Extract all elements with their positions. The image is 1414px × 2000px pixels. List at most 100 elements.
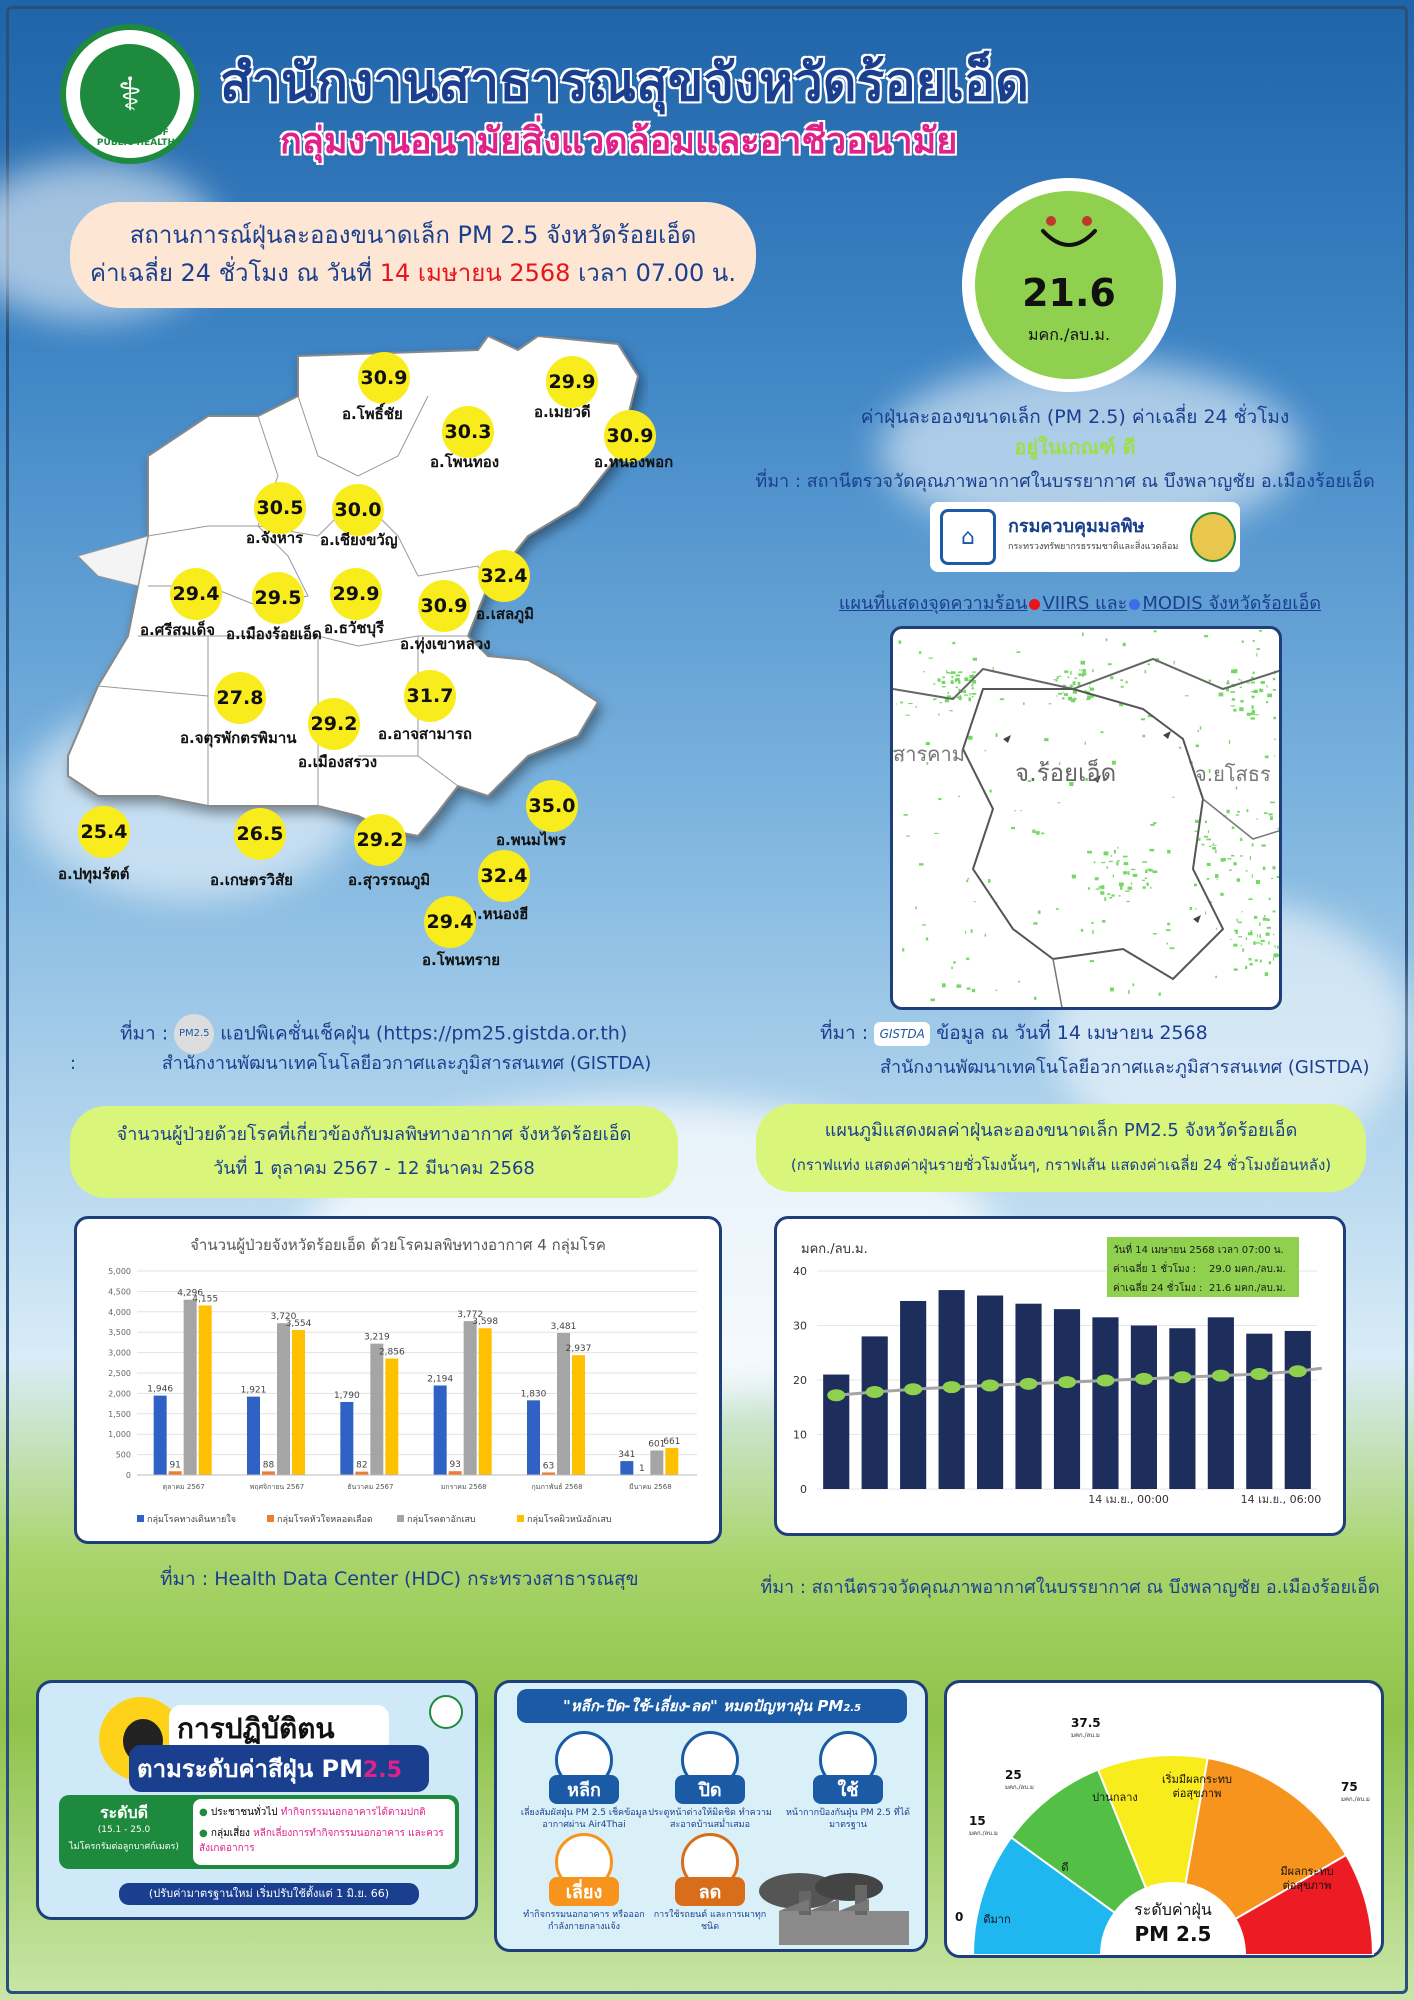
y-axis-label: มคก./ลบ.ม.	[801, 1242, 868, 1257]
y-tick-label: 3,000	[108, 1349, 131, 1358]
tip-item: เลี่ยง ทำกิจกรรมนอกอาคาร หรือออกกำลังกายก…	[519, 1833, 649, 1933]
tip-head: ลด	[675, 1877, 745, 1906]
current-pm-gauge: 21.6 มคก./ลบ.ม.	[962, 178, 1176, 392]
aqi-threshold: 37.5	[1071, 1716, 1101, 1730]
bar	[433, 1385, 447, 1475]
y-tick-label: 4,500	[108, 1287, 131, 1296]
y-tick-label: 4,000	[108, 1308, 131, 1317]
y-tick-label: 3,500	[108, 1328, 131, 1337]
headline-prefix: ค่าเฉลี่ย 24 ชั่วโมง ณ วันที่	[90, 259, 373, 287]
tips-title-text: "หลีก-ปิด-ใช้-เลี่ยง-ลด" หมดปัญหาฝุ่น PM	[562, 1697, 844, 1715]
map-label-yasothon: จ.ยโสธร	[1195, 762, 1271, 786]
pm-info-label: วันที่ 14 เมษายน 2568 เวลา 07:00 น.	[1113, 1242, 1284, 1256]
pcd-banner: ⌂ กรมควบคุมมลพิษ กระทรวงทรัพยากรธรรมชาติ…	[930, 502, 1240, 572]
pm-info-label: ค่าเฉลี่ย 1 ชั่วโมง :	[1113, 1261, 1196, 1275]
data-label: 3,720	[271, 1312, 297, 1322]
aqi-threshold-unit: มคก./ลบ.ม	[1005, 1784, 1034, 1791]
hotspot-title-prefix: แผนที่แสดงจุดความร้อน	[838, 593, 1028, 614]
data-label: 93	[449, 1460, 460, 1470]
district-value: 29.2	[354, 814, 406, 866]
pm-info-label: ค่าเฉลี่ย 24 ชั่วโมง :	[1113, 1280, 1202, 1294]
general-advice: ● ประชาชนทั่วไป ทำกิจกรรมนอกอาคารได้ตามป…	[199, 1807, 426, 1818]
smile-icon	[1041, 216, 1097, 247]
data-label: 601	[648, 1439, 665, 1449]
pm-info-box	[1107, 1237, 1299, 1297]
category-label: ตุลาคม 2567	[163, 1483, 205, 1491]
avg24-marker	[904, 1383, 923, 1396]
pm-bar	[1053, 1309, 1081, 1489]
page-title: สำนักงานสาธารณสุขจังหวัดร้อยเอ็ด	[220, 53, 1029, 113]
bar	[448, 1471, 462, 1475]
district-name: อ.โพธิ์ชัย	[342, 405, 403, 423]
guide-panel: การปฏิบัติตน ตามระดับค่าสีฝุ่น PM2.5 ระด…	[36, 1680, 478, 1920]
modis-dot-icon	[1129, 598, 1141, 610]
district-value: 30.5	[254, 482, 306, 534]
district-map: 30.9 อ.โพธิ์ชัย 29.9 อ.เมยวดี 30.3 อ.โพนทอง 30…	[58, 336, 673, 1002]
bar	[168, 1471, 182, 1475]
patients-header: จำนวนผู้ป่วยด้วยโรคที่เกี่ยวข้องกับมลพิษ…	[70, 1106, 678, 1198]
pcd-name-block: กรมควบคุมมลพิษ กระทรวงทรัพยากรธรรมชาติแล…	[1008, 517, 1178, 557]
district-name: อ.เสลภูมิ	[476, 605, 534, 623]
district-map-svg	[67, 336, 640, 838]
map-source-app: แอปพิเคชั่นเช็คฝุ่น (https://pm25.gistda…	[220, 1022, 628, 1045]
district-name: อ.เมืองร้อยเอ็ด	[226, 625, 322, 643]
risk-text: หลีกเลี่ยงการทำกิจกรรมนอกอาคาร และควรสัง…	[199, 1828, 444, 1854]
headline-time: เวลา 07.00 น.	[578, 259, 736, 287]
district-value: 29.4	[424, 896, 476, 948]
district-name: อ.จตุรพักตรพิมาน	[180, 729, 297, 747]
avg24-marker	[1211, 1369, 1230, 1382]
category-label: มกราคม 2568	[441, 1483, 487, 1491]
category-label: พฤศจิกายน 2567	[250, 1483, 305, 1491]
pm-status: อยู่ในเกณฑ์ ดี	[1014, 435, 1136, 459]
tips-title: "หลีก-ปิด-ใช้-เลี่ยง-ลด" หมดปัญหาฝุ่น PM…	[517, 1689, 907, 1723]
district-name: อ.อาจสามารถ	[378, 725, 472, 743]
legend-swatch	[397, 1515, 404, 1522]
headline-line1: สถานการณ์ฝุ่นละอองขนาดเล็ก PM 2.5 จังหวั…	[129, 221, 697, 249]
pm-bar	[861, 1336, 888, 1489]
y-tick-label: 40	[793, 1265, 807, 1278]
patients-chart-svg: 0 500 1,000 1,500 2,000 2,500 3,000 3,500 4,000 4…	[108, 1267, 697, 1525]
aqi-segment-label: มีผลกระทบต่อสุขภาพ	[1280, 1865, 1333, 1892]
bar	[650, 1450, 664, 1475]
pm-source: ที่มา : สถานีตรวจวัดคุณภาพอากาศในบรรยากา…	[755, 471, 1375, 492]
bar	[153, 1395, 167, 1475]
guide-title2-text: ตามระดับค่าสีฝุ่น PM	[137, 1755, 363, 1783]
avg24-marker	[1019, 1377, 1038, 1390]
avg24-marker	[942, 1381, 961, 1394]
tip-item: ลด การใช้รถยนต์ และการเผาทุกชนิด	[645, 1833, 775, 1933]
map-source-org: : สำนักงานพัฒนาเทคโนโลยีอวกาศและภูมิสารส…	[70, 1048, 690, 1077]
bar	[247, 1396, 260, 1475]
district-value: 30.9	[358, 352, 410, 404]
district-value: 25.4	[78, 806, 130, 858]
district-name: อ.หนองพอก	[594, 453, 674, 471]
data-label: 1,946	[147, 1385, 173, 1395]
data-label: 3,598	[472, 1317, 498, 1327]
data-label: 1,790	[334, 1391, 360, 1401]
data-label: 2,856	[379, 1347, 405, 1357]
bar	[463, 1321, 477, 1475]
avg24-marker	[981, 1379, 1000, 1392]
legend-label: กลุ่มโรคผิวหนังอักเสบ	[527, 1514, 612, 1525]
bar	[478, 1328, 492, 1475]
data-label: 3,481	[551, 1322, 577, 1332]
data-label: 3,219	[364, 1333, 390, 1343]
data-label: 82	[356, 1461, 367, 1471]
hotspot-source: ที่มา : GISTDA ข้อมูล ณ วันที่ 14 เมษายน…	[820, 1018, 1400, 1048]
district-name: อ.ทุ่งเขาหลวง	[400, 635, 491, 653]
district-name: อ.เมยวดี	[534, 403, 591, 421]
tips-panel: "หลีก-ปิด-ใช้-เลี่ยง-ลด" หมดปัญหาฝุ่น PM…	[494, 1680, 928, 1952]
pcd-name: กรมควบคุมมลพิษ	[1008, 516, 1145, 537]
health-dept-logo-icon	[429, 1695, 463, 1729]
guide-title2: ตามระดับค่าสีฝุ่น PM2.5	[129, 1745, 429, 1792]
patients-header-line1: จำนวนผู้ป่วยด้วยโรคที่เกี่ยวข้องกับมลพิษ…	[116, 1124, 632, 1145]
district-name: อ.ศรีสมเด็จ	[140, 621, 215, 639]
aqi-segment-label: เริ่มมีผลกระทบต่อสุขภาพ	[1162, 1771, 1232, 1800]
district-value: 29.2	[308, 698, 360, 750]
hotspot-source-prefix: ที่มา :	[820, 1022, 869, 1044]
y-tick-label: 1,500	[108, 1410, 131, 1419]
bar	[198, 1305, 212, 1475]
aqi-threshold: 75	[1341, 1780, 1358, 1794]
district-value: 32.4	[478, 550, 530, 602]
pm-caption: ค่าฝุ่นละอองขนาดเล็ก (PM 2.5) ค่าเฉลี่ย …	[760, 402, 1390, 462]
guide-footer: (ปรับค่ามาตรฐานใหม่ เริ่มปรับใช้ตั้งแต่ …	[119, 1883, 419, 1905]
